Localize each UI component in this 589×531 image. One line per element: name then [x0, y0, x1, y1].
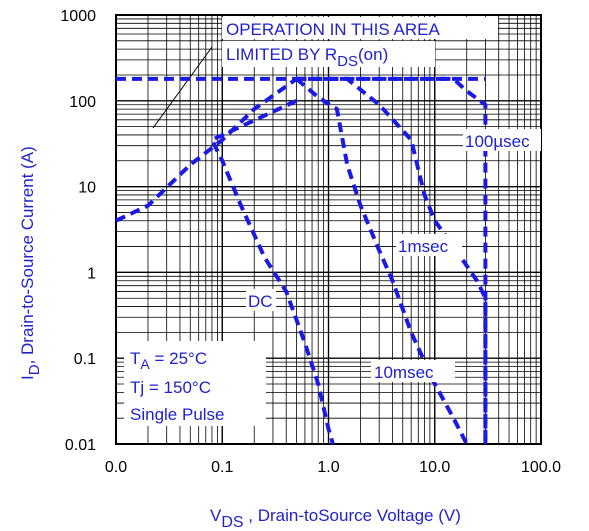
- rds-limit-pointer: [152, 46, 213, 129]
- rds-note-line2: LIMITED BY RDS(on): [226, 45, 388, 70]
- series-line-0: [115, 77, 298, 223]
- x-tick-label: 100.0: [521, 459, 561, 476]
- plot-frame: [115, 14, 542, 445]
- rds-note-bg1: [222, 17, 498, 39]
- rds-note-bg2: [222, 41, 435, 67]
- x-tick-label: 10.0: [419, 459, 450, 476]
- series-line-4: [295, 77, 469, 445]
- x-tick-labels: 0.0 0.1 1.0 10.0 100.0: [105, 459, 561, 476]
- label-1ms: 1msec: [398, 237, 449, 256]
- series-lines: [115, 76, 488, 445]
- x-tick-label: 0.0: [105, 459, 127, 476]
- series-line-5: [210, 98, 335, 445]
- series-line-2: [296, 76, 488, 444]
- cond-ta: TA = 25°C: [130, 349, 207, 372]
- label-dc-bg: [246, 289, 276, 311]
- x-axis-title-rest: , Drain-toSource Voltage (V): [244, 506, 461, 525]
- label-100us: 100µsec: [465, 132, 530, 151]
- y-axis-title: ID, Drain-to-Source Current (A): [18, 146, 43, 380]
- cond-ta-main: T: [130, 349, 140, 368]
- y-tick-label: 100: [69, 94, 96, 111]
- y-tick-label: 0.01: [65, 437, 96, 454]
- rds-note-line1: OPERATION IN THIS AREA: [226, 20, 440, 39]
- cond-pulse: Single Pulse: [130, 405, 225, 424]
- y-tick-label: 1: [87, 265, 96, 282]
- y-axis-title-sub: D: [26, 364, 43, 375]
- y-tick-label: 10: [78, 180, 96, 197]
- x-axis-title-sub: DS: [221, 514, 243, 531]
- x-axis-title-main: V: [210, 506, 222, 525]
- y-axis-title-rest: , Drain-to-Source Current (A): [18, 146, 37, 364]
- cond-tj: Tj = 150°C: [130, 378, 211, 397]
- rds-note-rest: (on): [358, 45, 388, 64]
- y-axis-title-main: I: [18, 375, 37, 380]
- label-1ms-bg: [396, 234, 462, 256]
- series-line-3: [296, 76, 488, 444]
- cond-ta-sub: A: [140, 356, 150, 372]
- label-100us-bg: [463, 129, 541, 151]
- label-dc: DC: [248, 292, 273, 311]
- label-10ms: 10msec: [374, 363, 434, 382]
- y-tick-label: 0.1: [74, 351, 96, 368]
- x-tick-label: 1.0: [317, 459, 339, 476]
- cond-ta-rest: = 25°C: [150, 349, 207, 368]
- x-axis-title: VDS , Drain-toSource Voltage (V): [210, 506, 461, 531]
- rds-note-sub: DS: [337, 53, 358, 70]
- conditions-bg: [124, 341, 266, 426]
- y-tick-label: 1000: [60, 8, 96, 25]
- label-10ms-bg: [371, 360, 455, 382]
- y-tick-labels: 0.01 0.1 1 10 100 1000: [60, 8, 96, 454]
- rds-note-main: LIMITED BY R: [226, 45, 337, 64]
- x-tick-label: 0.1: [211, 459, 233, 476]
